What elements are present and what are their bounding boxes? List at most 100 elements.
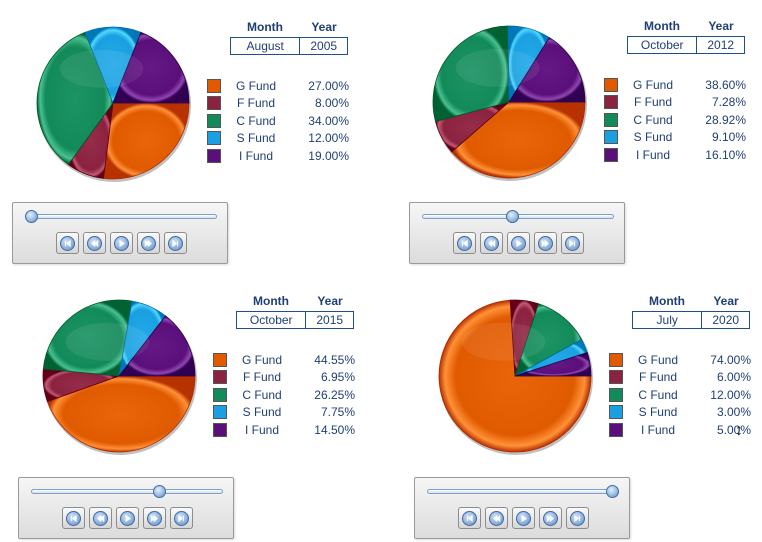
play-icon [119,510,135,526]
pie-slice-f-fund [509,299,539,377]
timeline-slider-track[interactable] [31,489,223,494]
fast-forward-icon [537,235,553,251]
legend-swatch [609,405,623,419]
fund-percentage: 44.55% [314,352,355,367]
timeline-slider-thumb[interactable] [606,485,619,498]
legend-swatch [604,147,618,162]
fund-percentage: 5.00% [716,422,751,437]
legend-swatch [604,112,618,127]
fund-percentage: 7.28% [711,95,746,109]
fund-percentage: 28.92% [705,112,746,127]
fund-name: F Fund [236,96,275,110]
playback-controls [457,507,589,529]
fast-forward-button[interactable] [538,507,562,529]
fund-percentage: 7.75% [320,405,355,419]
month-header: Month [649,294,685,308]
rewind-icon [483,235,499,251]
legend-row: G Fund 44.55% [213,351,355,368]
fast-forward-button[interactable] [142,507,166,529]
pie-slice-s-fund [118,300,167,377]
legend-row: G Fund 38.60% [604,76,746,93]
pie-slice-f-fund [435,101,510,153]
rewind-button[interactable] [484,507,508,529]
pie-slice-i-fund [508,37,586,103]
legend-row: I Fund 19.00% [207,147,349,164]
fund-percentage: 38.60% [705,77,746,92]
month-value: August [231,38,301,54]
pie-slice-g-fund [46,375,196,453]
fund-name: C Fund [633,112,673,127]
fund-percentage: 6.95% [320,370,355,384]
timeline-slider-thumb[interactable] [506,210,520,223]
fund-name: S Fund [236,131,276,145]
first-icon [59,235,75,251]
legend-swatch [604,95,618,109]
timeline-slider-track[interactable] [427,489,619,494]
timeline-player [18,477,234,539]
legend-swatch [207,148,221,163]
timeline-slider-thumb[interactable] [25,210,38,223]
fund-name: I Fund [244,422,280,437]
last-button[interactable] [560,232,584,254]
rewind-icon [92,510,108,526]
last-button[interactable] [565,507,589,529]
rewind-button[interactable] [479,232,503,254]
date-display: October 2015 [236,311,354,329]
playback-controls [61,507,193,529]
play-button[interactable] [511,507,535,529]
timeline-slider-thumb[interactable] [152,485,166,498]
legend-row: S Fund 9.10% [604,129,746,146]
last-icon [564,235,580,251]
play-icon [113,235,129,251]
legend-row: G Fund 27.00% [207,77,349,94]
fast-forward-button[interactable] [136,232,160,254]
year-value: 2012 [707,38,735,52]
rewind-icon [86,235,102,251]
fund-percentage: 12.00% [308,131,349,145]
legend-row: F Fund 6.95% [213,369,355,386]
legend-row: I Fund 5.00% [609,421,751,438]
playback-controls [55,232,187,254]
fund-percentage: 26.25% [314,387,355,402]
year-header: Year [713,294,739,308]
pie-slice-f-fund [42,368,120,403]
year-header: Year [311,20,337,34]
fund-percentage: 19.00% [308,148,349,163]
first-button[interactable] [452,232,476,254]
legend-row: S Fund 12.00% [207,130,349,147]
fund-name: I Fund [640,422,676,437]
last-button[interactable] [169,507,193,529]
timeline-player [409,202,625,264]
legend-swatch [604,130,618,144]
fund-percentage: 16.10% [705,147,746,162]
play-button[interactable] [506,232,530,254]
fund-name: G Fund [632,77,674,92]
date-display: August 2005 [230,37,348,55]
play-button[interactable] [109,232,133,254]
fund-percentage: 27.00% [308,78,349,93]
rewind-button[interactable] [82,232,106,254]
first-button[interactable] [55,232,79,254]
rewind-button[interactable] [88,507,112,529]
fund-percentage: 74.00% [710,352,751,367]
pie-slice-i-fund [118,315,196,377]
pie-slice-g-fund [451,101,586,179]
pie-slice-g-fund [438,299,592,453]
date-display: October 2012 [627,36,745,54]
legend-row: G Fund 74.00% [609,351,751,368]
fast-forward-icon [146,510,162,526]
legend-swatch [213,370,227,384]
month-value: July [633,312,703,328]
play-button[interactable] [115,507,139,529]
legend-row: I Fund 16.10% [604,146,746,163]
fund-percentage: 14.50% [314,422,355,437]
year-header: Year [708,19,734,33]
legend-row: F Fund 7.28% [604,94,746,111]
last-button[interactable] [163,232,187,254]
fund-name: F Fund [633,95,672,109]
first-icon [456,235,472,251]
first-button[interactable] [61,507,85,529]
first-button[interactable] [457,507,481,529]
fund-percentage: 3.00% [716,405,751,419]
fast-forward-button[interactable] [533,232,557,254]
